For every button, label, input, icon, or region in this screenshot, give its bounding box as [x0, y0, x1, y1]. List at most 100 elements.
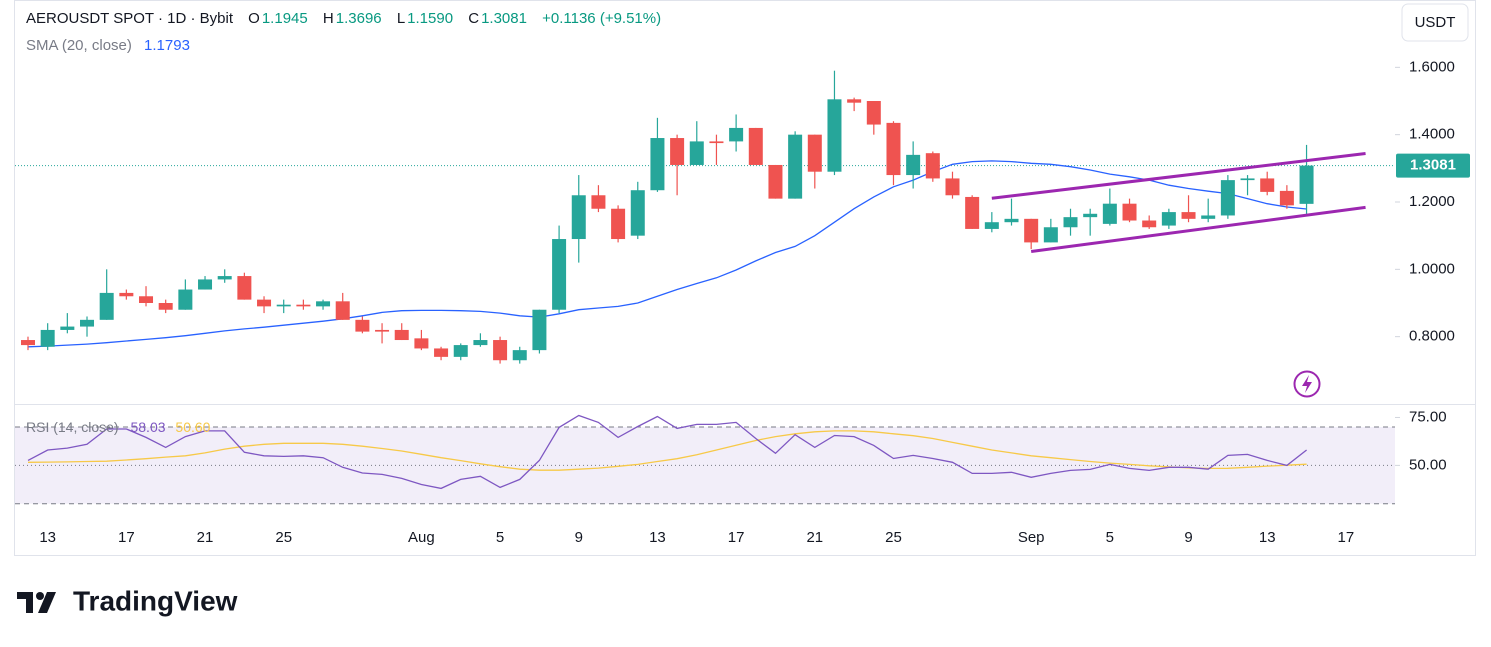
candle-body: [650, 138, 665, 191]
candle-body: [1024, 218, 1039, 243]
trendline: [991, 152, 1366, 200]
trendline: [1030, 205, 1366, 253]
candle-body: [414, 338, 429, 349]
candle-body: [709, 141, 724, 144]
y-tick-label: 0.8000: [1409, 328, 1455, 345]
rsi-line: [27, 414, 1308, 490]
x-tick-label: 25: [885, 529, 902, 546]
currency-button[interactable]: [1401, 3, 1469, 42]
candle-body: [276, 304, 291, 307]
sma-legend: SMA (20, close) 1.1793: [26, 37, 192, 54]
ohlc-key: O: [248, 10, 260, 27]
x-tick-label: 13: [1259, 529, 1276, 546]
x-tick-label: 9: [1184, 529, 1192, 546]
candle-body: [571, 195, 586, 240]
candle-body: [788, 134, 803, 199]
candle-body: [965, 196, 980, 229]
x-tick-label: 17: [1338, 529, 1355, 546]
candle-body: [1004, 218, 1019, 223]
candle-body: [532, 309, 547, 351]
candle-body: [178, 289, 193, 310]
candle-body: [1122, 203, 1137, 221]
candle-body: [434, 348, 449, 357]
candle-body: [925, 153, 940, 179]
candle-body: [689, 141, 704, 165]
candle-body: [394, 329, 409, 341]
candle-body: [512, 350, 527, 361]
candle-body: [768, 164, 783, 199]
alert-icon[interactable]: [1293, 370, 1321, 398]
candle-body: [1063, 217, 1078, 228]
candle-body: [630, 190, 645, 236]
x-tick-label: Sep: [1018, 529, 1045, 546]
y-tick-label: 1.4000: [1409, 126, 1455, 143]
candle-body: [827, 99, 842, 172]
candle-body: [1083, 213, 1098, 218]
symbol: AEROUSDT SPOT · 1D · Bybit: [26, 10, 233, 27]
candle-body: [40, 329, 55, 347]
candle-body: [748, 127, 763, 165]
chart-frame: [14, 0, 1476, 556]
candle-body: [158, 303, 173, 310]
x-tick-label: Aug: [408, 529, 435, 546]
candle-body: [217, 276, 232, 280]
candle-body: [1181, 212, 1196, 219]
logo: TradingView: [17, 585, 238, 616]
candle-body: [886, 122, 901, 176]
ohlc-value: 1.3081: [481, 10, 527, 27]
candle-body: [807, 134, 822, 172]
candle-body: [866, 101, 881, 125]
rsi-value: 58.03: [130, 419, 166, 435]
candle-body: [198, 279, 213, 290]
rsi-legend: RSI (14, close) 58.03 50.60: [26, 419, 212, 435]
legend-header: AEROUSDT SPOT · 1D · Bybit O 1.1945 H 1.36…: [26, 10, 663, 27]
sma-value: 1.1793: [144, 37, 190, 54]
alert-bolt: [1302, 375, 1312, 393]
y-tick-label: 1.0000: [1409, 260, 1455, 277]
candle-body: [493, 340, 508, 361]
candle-body: [552, 239, 567, 310]
y-tick-label: 1.6000: [1409, 58, 1455, 75]
x-tick-label: 21: [197, 529, 214, 546]
brand: TradingView: [73, 585, 238, 616]
x-tick-label: 13: [649, 529, 666, 546]
x-tick-label: 5: [1106, 529, 1114, 546]
x-tick-label: 21: [806, 529, 823, 546]
candle-body: [355, 319, 370, 332]
candle-body: [729, 127, 744, 142]
candle-body: [139, 296, 154, 303]
candle-body: [1279, 190, 1294, 206]
rsi-title: RSI (14, close): [26, 419, 119, 435]
currency-label: USDT: [1415, 14, 1456, 31]
ohlc-key: L: [396, 10, 406, 27]
candle-body: [296, 304, 311, 307]
x-tick-label: 25: [275, 529, 292, 546]
candle-body: [1043, 227, 1058, 243]
candle-body: [119, 292, 134, 297]
candle-body: [375, 329, 390, 332]
logo-mark: [38, 592, 56, 613]
candle-body: [335, 301, 350, 320]
logo-mark: [17, 592, 33, 613]
candle-body: [316, 301, 331, 307]
candle-body: [945, 178, 960, 196]
y-tick-label: 75.00: [1409, 408, 1447, 425]
candle-body: [1201, 215, 1216, 219]
candle-body: [80, 319, 95, 327]
candle-body: [1161, 212, 1176, 226]
y-tick-label: 1.2000: [1409, 193, 1455, 210]
x-tick-label: 17: [118, 529, 135, 546]
rsi-ma-value: 50.60: [175, 419, 211, 435]
ohlc-value: 1.1945: [261, 10, 308, 27]
candle-body: [99, 292, 114, 320]
candle-body: [1260, 178, 1275, 192]
candle-body: [1299, 165, 1314, 204]
price-label: 1.3081: [1410, 157, 1456, 174]
ohlc-value: 1.1590: [407, 10, 454, 27]
price-label-box: [1396, 153, 1470, 178]
sma-line: [27, 160, 1307, 348]
candle-body: [591, 195, 606, 209]
ohlc-key: H: [322, 10, 334, 27]
